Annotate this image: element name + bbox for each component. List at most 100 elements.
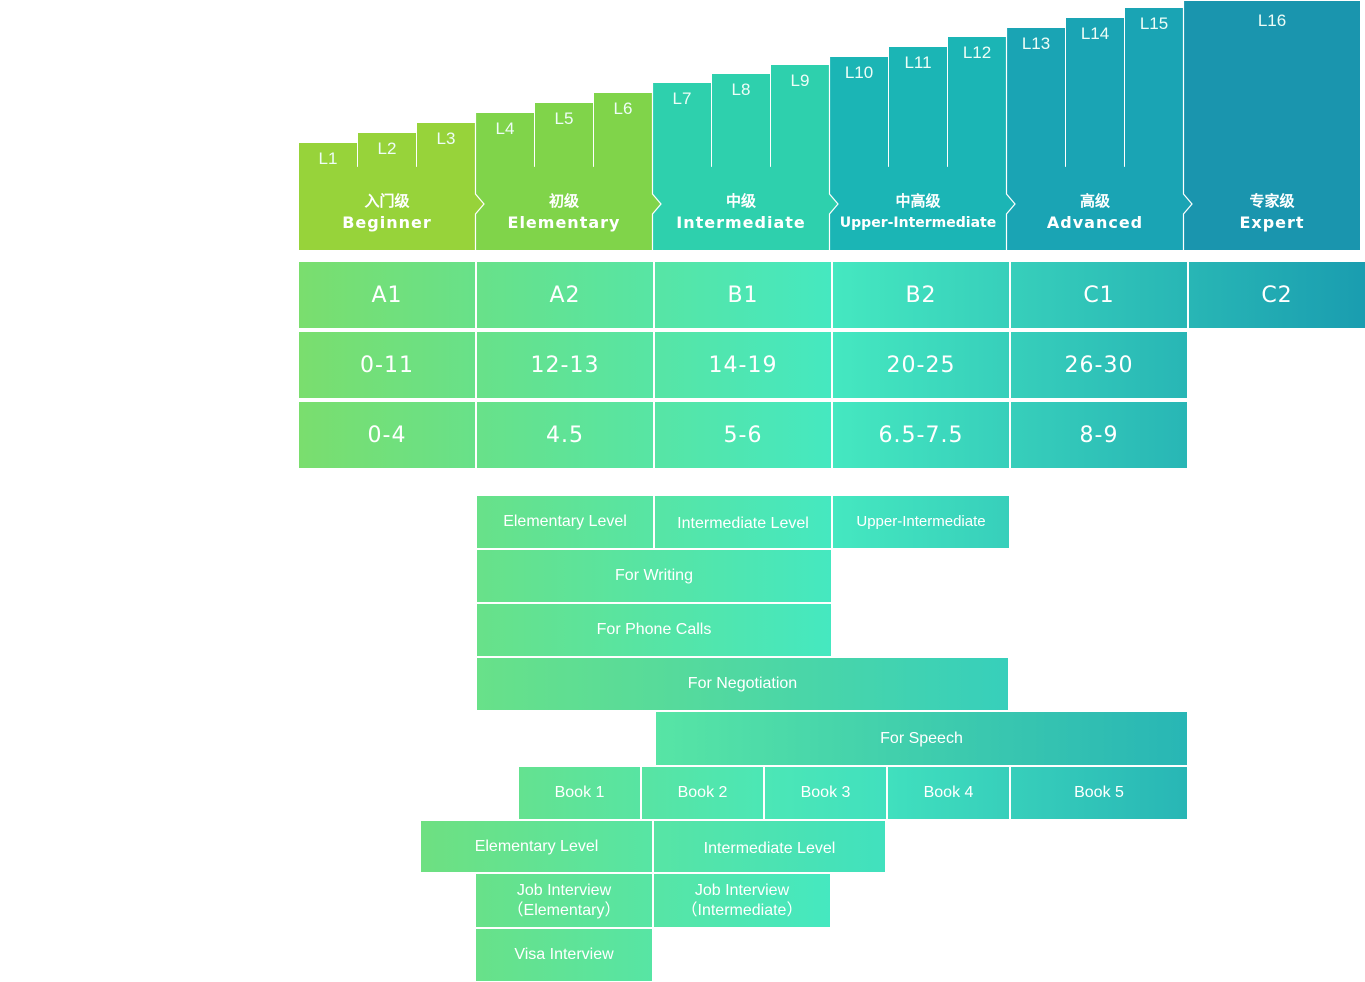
group-en-label: Expert xyxy=(1239,213,1305,232)
level-step-l5: L5 xyxy=(535,103,593,250)
step-divider xyxy=(888,47,889,167)
cefr-cell-c1: C1 xyxy=(1011,262,1187,328)
course-line: （Elementary） xyxy=(507,901,621,919)
level-step-l4: L4 xyxy=(476,113,534,250)
chevron-divider-icon xyxy=(828,57,839,250)
score1-cell: 26-30 xyxy=(1011,332,1187,398)
level-label: L6 xyxy=(613,99,633,118)
group-zh-label: 中高级 xyxy=(895,192,941,210)
chevron-divider-icon xyxy=(474,113,485,250)
level-label: L10 xyxy=(844,63,874,82)
cefr-cell-a1: A1 xyxy=(299,262,475,328)
group-zh-label: 初级 xyxy=(548,192,579,210)
score2-cell: 8-9 xyxy=(1011,402,1187,468)
level-label: L3 xyxy=(436,129,456,148)
chevron-divider-icon xyxy=(1182,1,1193,250)
step-divider xyxy=(711,74,712,167)
course-for-phone-calls[interactable]: For Phone Calls xyxy=(477,604,831,656)
score1-cell: 0-11 xyxy=(299,332,475,398)
group-beginner: 入门级 Beginner xyxy=(299,190,475,234)
level-label: L9 xyxy=(790,71,810,90)
course-intermediate-level[interactable]: Intermediate Level xyxy=(655,496,831,548)
level-label: L16 xyxy=(1257,11,1287,30)
level-step-l11: L11 xyxy=(889,47,947,250)
step-divider xyxy=(1065,18,1066,167)
level-label: L4 xyxy=(495,119,515,138)
score1-cell: 12-13 xyxy=(477,332,653,398)
group-zh-label: 专家级 xyxy=(1249,192,1295,210)
cefr-cell-b1: B1 xyxy=(655,262,831,328)
level-label: L15 xyxy=(1139,14,1169,33)
level-step-l12: L12 xyxy=(948,37,1006,250)
level-step-l15: L15 xyxy=(1125,8,1183,250)
level-label: L1 xyxy=(318,149,338,168)
course-job-interview-intermediate[interactable]: Job Interview （Intermediate） xyxy=(654,874,830,927)
level-step-l13: L13 xyxy=(1007,28,1065,250)
course-book-4[interactable]: Book 4 xyxy=(888,767,1009,819)
step-divider xyxy=(770,65,771,167)
group-en-label: Elementary xyxy=(507,213,621,232)
score2-cell: 4.5 xyxy=(477,402,653,468)
course-elementary-level[interactable]: Elementary Level xyxy=(477,496,653,548)
group-en-label: Advanced xyxy=(1046,213,1144,232)
cefr-cell-a2: A2 xyxy=(477,262,653,328)
course-book-5[interactable]: Book 5 xyxy=(1011,767,1187,819)
level-step-l9: L9 xyxy=(771,65,829,250)
cefr-cell-b2: B2 xyxy=(833,262,1009,328)
level-label: L11 xyxy=(904,53,932,72)
step-divider xyxy=(416,123,417,167)
chevron-divider-icon xyxy=(651,83,662,250)
score2-cell: 0-4 xyxy=(299,402,475,468)
group-zh-label: 高级 xyxy=(1079,192,1110,210)
step-divider xyxy=(947,37,948,167)
score2-cell: 5-6 xyxy=(655,402,831,468)
step-divider xyxy=(1124,8,1125,167)
course-line: Job Interview xyxy=(516,881,612,899)
level-step-l16: L16 xyxy=(1184,1,1360,250)
group-en-label: Intermediate xyxy=(676,213,806,232)
level-label: L14 xyxy=(1080,24,1110,43)
level-step-l7: L7 xyxy=(653,83,711,250)
chevron-divider-icon xyxy=(1005,28,1016,250)
level-step-l8: L8 xyxy=(712,74,770,250)
level-label: L12 xyxy=(962,43,992,62)
group-upper-intermediate: 中高级 Upper-Intermediate xyxy=(830,190,1006,234)
level-step-l2: L2 xyxy=(358,133,416,250)
step-divider xyxy=(593,93,594,167)
course-for-negotiation[interactable]: For Negotiation xyxy=(477,658,1008,710)
level-step-l3: L3 xyxy=(417,123,475,250)
group-zh-label: 入门级 xyxy=(364,192,410,210)
course-upper-intermediate[interactable]: Upper-Intermediate xyxy=(833,496,1009,548)
level-step-l14: L14 xyxy=(1066,18,1124,250)
level-step-l1: L1 xyxy=(299,143,357,250)
score2-cell: 6.5-7.5 xyxy=(833,402,1009,468)
course-for-writing[interactable]: For Writing xyxy=(477,550,831,602)
level-step-l6: L6 xyxy=(594,93,652,250)
group-advanced: 高级 Advanced xyxy=(1007,190,1183,234)
level-label: L8 xyxy=(731,80,751,99)
group-en-label: Beginner xyxy=(342,213,432,232)
score1-cell: 20-25 xyxy=(833,332,1009,398)
group-elementary: 初级 Elementary xyxy=(476,190,652,234)
level-label: L2 xyxy=(377,139,397,158)
course-elementary-level-2[interactable]: Elementary Level xyxy=(421,821,652,872)
course-line: （Intermediate） xyxy=(681,901,803,919)
step-divider xyxy=(357,133,358,167)
level-label: L7 xyxy=(672,89,692,108)
course-job-interview-elementary[interactable]: Job Interview （Elementary） xyxy=(476,874,652,927)
course-visa-interview[interactable]: Visa Interview xyxy=(476,929,652,981)
group-zh-label: 中级 xyxy=(725,192,756,210)
group-expert: 专家级 Expert xyxy=(1184,190,1360,234)
course-book-2[interactable]: Book 2 xyxy=(642,767,763,819)
level-label: L13 xyxy=(1021,34,1051,53)
cefr-cell-c2: C2 xyxy=(1189,262,1365,328)
course-for-speech[interactable]: For Speech xyxy=(656,712,1187,765)
level-step-l10: L10 xyxy=(830,57,888,250)
step-divider xyxy=(534,103,535,167)
course-book-1[interactable]: Book 1 xyxy=(519,767,640,819)
course-intermediate-level-2[interactable]: Intermediate Level xyxy=(654,821,885,872)
course-line: Job Interview xyxy=(694,881,790,899)
course-book-3[interactable]: Book 3 xyxy=(765,767,886,819)
score1-cell: 14-19 xyxy=(655,332,831,398)
group-en-label: Upper-Intermediate xyxy=(839,215,997,231)
